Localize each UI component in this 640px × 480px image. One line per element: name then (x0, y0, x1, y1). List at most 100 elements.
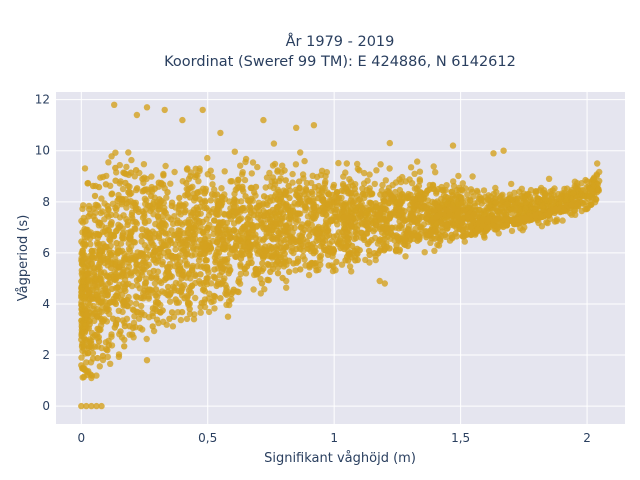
data-point (537, 214, 545, 221)
data-point (204, 154, 211, 162)
data-point (105, 213, 112, 220)
data-point (95, 222, 103, 229)
data-point (399, 173, 406, 181)
data-point (301, 256, 308, 263)
data-point (219, 194, 226, 201)
data-point (96, 240, 103, 248)
data-point (341, 236, 349, 243)
data-point (125, 149, 132, 156)
data-point (335, 159, 342, 167)
data-point (582, 199, 589, 206)
data-point (86, 336, 93, 343)
data-point (260, 193, 268, 200)
data-point (135, 208, 142, 216)
data-point (563, 193, 571, 200)
data-point (123, 163, 130, 171)
data-point (80, 278, 88, 285)
data-point (214, 280, 222, 288)
data-point (429, 182, 437, 189)
data-point (161, 276, 168, 284)
data-point (345, 248, 352, 255)
data-point (133, 111, 141, 119)
data-point (386, 199, 393, 206)
data-point (407, 164, 415, 171)
data-point (302, 185, 310, 192)
data-point (314, 234, 321, 241)
data-point (448, 188, 455, 196)
data-point (437, 237, 444, 244)
data-point (253, 271, 260, 278)
data-point (84, 349, 92, 357)
data-point (345, 214, 352, 221)
data-point (83, 402, 90, 410)
data-point (414, 207, 421, 214)
data-point (416, 168, 424, 175)
data-point (250, 211, 258, 219)
data-point (323, 220, 330, 227)
data-point (121, 170, 128, 177)
data-point (286, 210, 294, 217)
data-point (93, 372, 100, 379)
data-point (308, 244, 316, 251)
data-point (167, 237, 174, 244)
data-point (306, 226, 313, 234)
data-point (124, 221, 131, 228)
data-point (130, 199, 137, 206)
data-point (154, 257, 162, 265)
data-point (130, 238, 137, 246)
data-point (500, 147, 507, 154)
data-point (347, 222, 355, 230)
data-point (366, 187, 373, 195)
data-point (561, 185, 568, 193)
data-point (216, 241, 223, 248)
data-point (344, 242, 351, 250)
data-point (457, 199, 465, 206)
data-point (163, 194, 170, 201)
data-point (193, 204, 200, 211)
data-point (327, 248, 334, 255)
data-point (499, 204, 506, 211)
data-point (190, 316, 198, 323)
data-point (180, 202, 187, 209)
data-point (104, 353, 112, 361)
data-point (334, 199, 341, 206)
data-point (166, 315, 173, 322)
data-point (143, 186, 150, 193)
data-point (304, 219, 311, 227)
data-point (95, 231, 103, 239)
data-point (377, 161, 384, 168)
data-point (206, 221, 213, 229)
data-point (155, 233, 163, 240)
data-point (310, 204, 318, 211)
data-point (299, 171, 307, 178)
data-point (532, 212, 539, 219)
data-point (433, 212, 441, 220)
data-point (376, 236, 384, 243)
data-point (146, 202, 154, 209)
data-point (164, 189, 171, 196)
data-point (78, 257, 85, 264)
x-tick-label: 2 (583, 431, 591, 445)
data-point (105, 280, 112, 287)
data-point (396, 222, 404, 230)
data-point (439, 220, 446, 227)
data-point (213, 257, 220, 264)
data-point (458, 194, 465, 201)
data-points (78, 101, 603, 410)
data-point (107, 264, 115, 271)
data-point (376, 277, 383, 285)
data-point (166, 291, 174, 298)
data-point (99, 352, 107, 360)
data-point (205, 269, 212, 276)
data-point (161, 208, 168, 215)
data-point (84, 271, 91, 278)
data-point (352, 218, 359, 226)
data-point (171, 253, 179, 261)
data-point (189, 266, 196, 274)
data-point (171, 263, 179, 270)
data-point (402, 253, 409, 260)
data-point (532, 188, 540, 195)
data-point (303, 238, 311, 245)
data-point (382, 177, 389, 184)
data-point (467, 224, 475, 231)
